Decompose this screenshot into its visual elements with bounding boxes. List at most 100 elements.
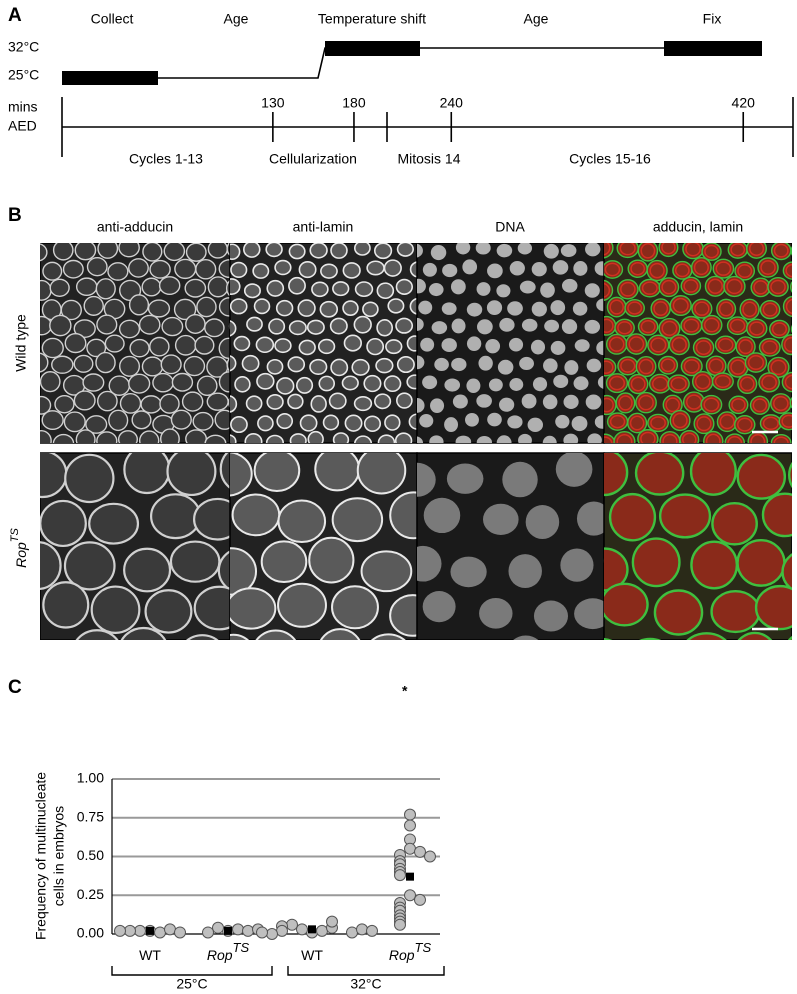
cell: [185, 313, 206, 334]
nucleus-ring: [608, 336, 625, 352]
micrograph: [40, 452, 231, 640]
micrograph: [603, 452, 792, 640]
cell: [123, 547, 172, 593]
axis-title: AED: [8, 118, 37, 134]
cell: [234, 376, 251, 393]
nucleus-ring: [730, 359, 746, 375]
cell: [552, 260, 569, 275]
nucleus-ring: [739, 376, 755, 392]
nucleus-ring: [604, 282, 611, 298]
nucleus-ring: [761, 375, 777, 390]
cell: [478, 355, 493, 371]
nucleus-ring: [672, 412, 688, 429]
cell: [354, 281, 374, 298]
cell: [233, 335, 251, 352]
group-bracket: [111, 966, 273, 976]
cell: [560, 548, 594, 582]
cell: [604, 547, 629, 592]
cell: [195, 258, 217, 280]
stage-label: Temperature shift: [318, 11, 426, 27]
cell: [73, 354, 94, 373]
cell: [517, 243, 533, 255]
cell: [451, 318, 466, 334]
cell: [255, 336, 275, 354]
data-point: [124, 924, 136, 937]
cell: [488, 378, 503, 392]
cell: [252, 263, 270, 279]
micrograph: [416, 243, 605, 444]
data-point: [164, 923, 176, 936]
cell: [174, 258, 197, 280]
cell: [476, 394, 492, 408]
cell: [308, 536, 355, 584]
group-label: 25°C: [176, 976, 207, 992]
axis-title: mins: [8, 99, 38, 115]
nucleus-ring: [729, 318, 746, 333]
cell: [83, 295, 104, 316]
cell: [119, 355, 141, 377]
cell: [319, 628, 361, 640]
cell: [82, 373, 105, 392]
cell: [508, 554, 542, 589]
cell: [658, 243, 679, 258]
cell: [586, 358, 602, 373]
micrograph: [416, 452, 605, 640]
cell: [257, 415, 274, 432]
cell: [95, 278, 116, 300]
cell: [446, 463, 484, 494]
column-header: anti-adducin: [97, 219, 173, 235]
cell: [230, 416, 248, 434]
cell: [521, 318, 538, 332]
cell: [360, 550, 413, 593]
cell: [496, 435, 512, 443]
row-label: RopTS: [9, 527, 29, 567]
phase-label: Mitosis 14: [397, 151, 460, 167]
cell: [637, 429, 659, 443]
cell: [790, 246, 792, 256]
nucleus-ring: [604, 397, 614, 413]
cell: [218, 297, 230, 317]
cell: [276, 377, 295, 395]
cell: [450, 279, 466, 295]
cell: [90, 585, 141, 634]
cell: [49, 278, 70, 297]
nucleus-ring: [762, 302, 778, 317]
nucleus-ring: [760, 260, 776, 275]
nucleus-ring: [604, 360, 614, 374]
cell: [736, 453, 787, 500]
y-tick-label: 0.50: [77, 847, 104, 863]
nucleus-ring: [670, 376, 687, 391]
cell: [782, 261, 792, 280]
data-point: [414, 893, 426, 906]
cell: [141, 356, 164, 377]
cell: [499, 317, 515, 332]
temp-label: 25°C: [8, 67, 39, 83]
cell: [246, 316, 263, 332]
cell: [778, 412, 792, 431]
cell: [144, 589, 193, 634]
cell: [230, 298, 248, 315]
cell: [276, 412, 294, 430]
cell: [74, 243, 97, 261]
nucleus-ring: [717, 338, 734, 352]
cell: [117, 430, 138, 443]
cell: [174, 334, 197, 356]
nucleus-ring: [660, 358, 676, 373]
cell: [97, 390, 118, 412]
nucleus-ring: [761, 340, 778, 355]
cell: [761, 492, 792, 538]
cell: [185, 634, 219, 640]
cell: [477, 319, 493, 335]
stage-label: Collect: [91, 11, 134, 27]
cell: [169, 540, 221, 583]
cell: [483, 503, 519, 535]
cell: [396, 243, 415, 257]
cell: [158, 276, 181, 296]
cell: [230, 633, 250, 640]
cell: [266, 394, 284, 410]
cell: [375, 357, 394, 374]
cell: [344, 414, 363, 432]
nucleus-ring: [719, 414, 735, 430]
cell: [584, 283, 600, 298]
cell: [40, 315, 53, 336]
